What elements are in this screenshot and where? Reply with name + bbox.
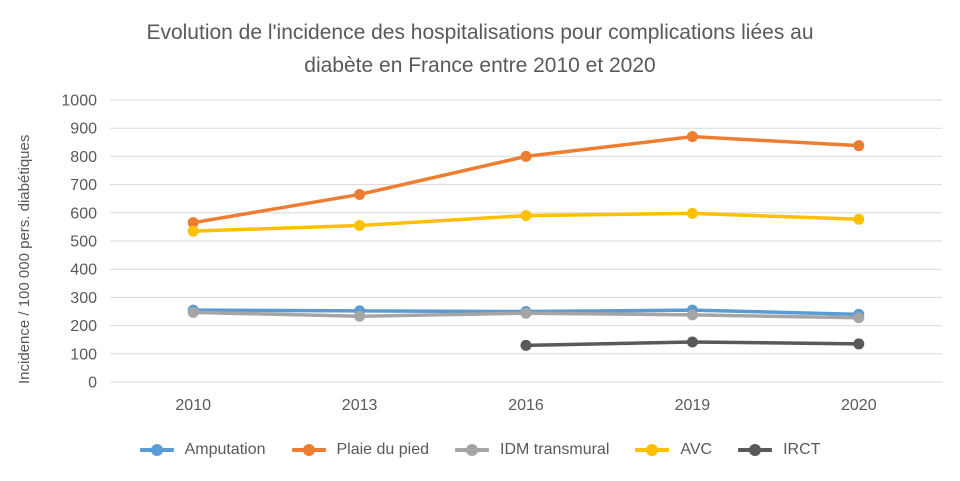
chart-title-line2: diabète en France entre 2010 et 2020 (304, 54, 656, 77)
legend-dot-icon (150, 444, 163, 456)
series-point-avc (187, 225, 199, 237)
x-tick-label: 2010 (175, 397, 211, 414)
series-point-avc (520, 210, 532, 222)
y-tick-label: 200 (70, 318, 97, 335)
legend-item-idm-transmural: IDM transmural (455, 441, 609, 459)
y-tick-label: 800 (70, 149, 97, 166)
legend-dot-icon (749, 444, 762, 456)
y-tick-label: 100 (70, 346, 97, 363)
series-point-plaie-du-pied (686, 131, 698, 143)
legend-dot-icon (466, 444, 479, 456)
legend-label: Amputation (184, 441, 266, 458)
y-tick-label: 1000 (61, 93, 97, 110)
series-point-idm-transmural (354, 310, 366, 322)
y-tick-label: 400 (70, 262, 97, 279)
legend-label: Plaie du pied (336, 441, 430, 458)
x-tick-label: 2013 (342, 397, 378, 414)
y-tick-label: 500 (70, 234, 97, 251)
series-point-plaie-du-pied (354, 188, 366, 200)
legend-label: AVC (680, 441, 713, 458)
legend-dot-icon (646, 444, 659, 456)
legend-item-avc: AVC (635, 441, 712, 459)
series-point-idm-transmural (187, 306, 199, 318)
y-tick-label: 300 (70, 290, 97, 307)
series-point-plaie-du-pied (520, 150, 532, 162)
y-tick-label: 900 (70, 121, 97, 138)
legend-item-amputation: Amputation (139, 441, 266, 459)
series-point-avc (853, 213, 865, 225)
legend-label: IDM transmural (500, 441, 610, 458)
chart-title-line1: Evolution de l'incidence des hospitalisa… (146, 21, 814, 44)
series-point-avc (686, 207, 698, 219)
chart-title: Evolution de l'incidence des hospitalisa… (0, 16, 960, 82)
legend-marker-icon (139, 444, 174, 457)
legend-item-plaie-du-pied: Plaie du pied (291, 441, 430, 459)
legend-item-irct: IRCT (738, 441, 820, 459)
series-point-irct (686, 336, 698, 348)
legend-marker-icon (635, 444, 670, 457)
legend-marker-icon (738, 444, 773, 457)
series-point-irct (853, 338, 865, 350)
x-tick-label: 2019 (675, 397, 711, 414)
legend-dot-icon (302, 444, 315, 456)
legend-label: IRCT (783, 441, 821, 458)
legend-marker-icon (455, 444, 490, 457)
legend-marker-icon (291, 444, 326, 457)
series-point-irct (520, 339, 532, 351)
series-point-avc (354, 219, 366, 231)
x-tick-label: 2020 (841, 397, 877, 414)
y-tick-label: 700 (70, 177, 97, 194)
series-point-idm-transmural (520, 307, 532, 319)
series-point-idm-transmural (686, 309, 698, 321)
series-point-plaie-du-pied (853, 140, 865, 152)
y-tick-label: 0 (88, 375, 97, 392)
plot-area: 0 100 200 300 400 500 600 700 800 900 1000 2010 2013… (61, 93, 942, 414)
series-line-plaie-du-pied (191, 134, 861, 225)
x-tick-label: 2016 (508, 397, 544, 414)
series-point-idm-transmural (853, 312, 865, 324)
legend: Amputation Plaie du pied IDM transmural AVC… (0, 441, 960, 459)
series-point-plaie-du-pied (187, 217, 199, 229)
y-tick-label: 600 (70, 205, 97, 222)
